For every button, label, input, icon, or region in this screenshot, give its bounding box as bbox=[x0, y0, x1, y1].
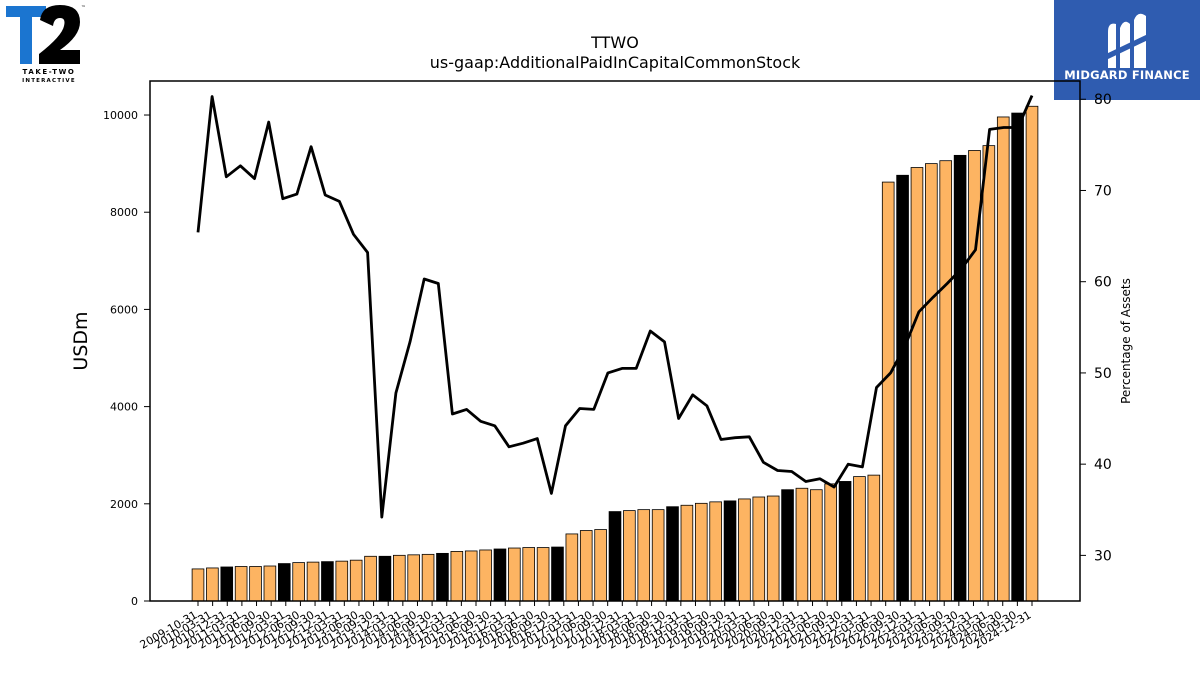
bar bbox=[666, 506, 679, 602]
percentage-line bbox=[196, 95, 1034, 519]
midgard-finance-wordmark: MIDGARD FINANCE bbox=[1064, 68, 1190, 82]
bar bbox=[1025, 105, 1039, 602]
bar bbox=[292, 562, 305, 602]
bar bbox=[752, 496, 766, 602]
chart-title: TTWO bbox=[590, 33, 639, 52]
bar bbox=[364, 555, 377, 602]
take-two-logo: ™ TAKE-TWO INTERACTIVE bbox=[6, 5, 86, 84]
bar bbox=[939, 160, 953, 602]
bar bbox=[206, 567, 219, 602]
bar bbox=[680, 504, 694, 602]
bar bbox=[378, 555, 392, 602]
y2-tick-label: 60 bbox=[1094, 275, 1112, 291]
y-tick-label: 8000 bbox=[110, 206, 138, 219]
bar bbox=[867, 474, 881, 602]
bar bbox=[464, 550, 478, 602]
bar bbox=[565, 533, 579, 602]
bar bbox=[896, 174, 909, 602]
bar bbox=[522, 547, 536, 602]
bar bbox=[623, 510, 636, 602]
bar bbox=[996, 116, 1010, 602]
bar bbox=[594, 529, 607, 602]
bar bbox=[982, 145, 996, 602]
bar bbox=[838, 481, 852, 602]
bar bbox=[953, 154, 967, 602]
bar bbox=[277, 563, 291, 602]
chart-subtitle: us-gaap:AdditionalPaidInCapitalCommonSto… bbox=[430, 53, 801, 72]
y2-axis-label: Percentage of Assets bbox=[1119, 278, 1133, 404]
bar bbox=[795, 487, 809, 602]
bar bbox=[263, 565, 277, 602]
bar bbox=[551, 546, 564, 602]
plot-frame bbox=[149, 80, 1081, 602]
bar bbox=[651, 509, 665, 602]
x-axis-ticks: 2009-10-312010-03-312010-12-312011-03-31… bbox=[138, 601, 1034, 652]
midgard-emblem-icon bbox=[1106, 13, 1148, 68]
midgard-finance-logo: MIDGARD FINANCE bbox=[1054, 0, 1200, 100]
y2-axis-ticks: 30 40 50 60 70 80 bbox=[1080, 92, 1112, 564]
bar bbox=[881, 181, 895, 602]
y2-tick-label: 40 bbox=[1094, 457, 1112, 473]
y-axis-label: USDm bbox=[70, 311, 92, 370]
bar bbox=[608, 511, 622, 602]
bar bbox=[810, 489, 823, 602]
bar bbox=[925, 163, 938, 602]
y-tick-label: 10000 bbox=[103, 109, 138, 122]
bar bbox=[407, 554, 420, 602]
bar bbox=[694, 502, 708, 602]
bar bbox=[306, 561, 320, 602]
y2-tick-label: 30 bbox=[1094, 548, 1112, 564]
bar bbox=[579, 530, 593, 602]
y-tick-label: 6000 bbox=[110, 303, 138, 316]
bar bbox=[824, 483, 837, 602]
bar bbox=[1011, 112, 1024, 602]
t2-logo-t-stem bbox=[20, 6, 32, 64]
bar bbox=[335, 560, 349, 602]
bar bbox=[234, 566, 248, 602]
bar bbox=[450, 551, 464, 602]
bar bbox=[853, 476, 866, 602]
t2-logo-tm: ™ bbox=[81, 5, 86, 11]
bar bbox=[493, 548, 507, 602]
bar bbox=[249, 566, 262, 602]
bar bbox=[709, 501, 722, 602]
t2-logo-subtitle-2: INTERACTIVE bbox=[22, 78, 76, 84]
bar bbox=[781, 489, 794, 602]
y-tick-label: 0 bbox=[131, 595, 138, 608]
bar bbox=[738, 498, 751, 602]
y-tick-label: 4000 bbox=[110, 401, 138, 414]
bar bbox=[723, 500, 737, 602]
y2-tick-label: 50 bbox=[1094, 366, 1112, 382]
bar-series bbox=[191, 105, 1039, 602]
bar bbox=[421, 553, 435, 602]
line-series bbox=[196, 95, 1034, 519]
bar bbox=[508, 547, 521, 602]
t2-logo-two-glyph bbox=[39, 5, 80, 64]
bar bbox=[637, 509, 651, 602]
bar bbox=[191, 568, 205, 602]
bar bbox=[910, 167, 924, 602]
bar bbox=[220, 566, 234, 602]
bar bbox=[393, 554, 406, 602]
t2-logo-subtitle-1: TAKE-TWO bbox=[23, 68, 76, 76]
y-tick-label: 2000 bbox=[110, 498, 138, 511]
y2-tick-label: 80 bbox=[1094, 92, 1112, 108]
bar bbox=[479, 549, 492, 602]
bar bbox=[436, 552, 449, 602]
y2-tick-label: 70 bbox=[1094, 183, 1112, 199]
bar bbox=[766, 495, 780, 602]
bar bbox=[321, 561, 334, 602]
y-axis-ticks: 0 2000 4000 6000 8000 10000 bbox=[103, 109, 150, 608]
bar bbox=[536, 547, 550, 602]
bar bbox=[349, 559, 363, 602]
